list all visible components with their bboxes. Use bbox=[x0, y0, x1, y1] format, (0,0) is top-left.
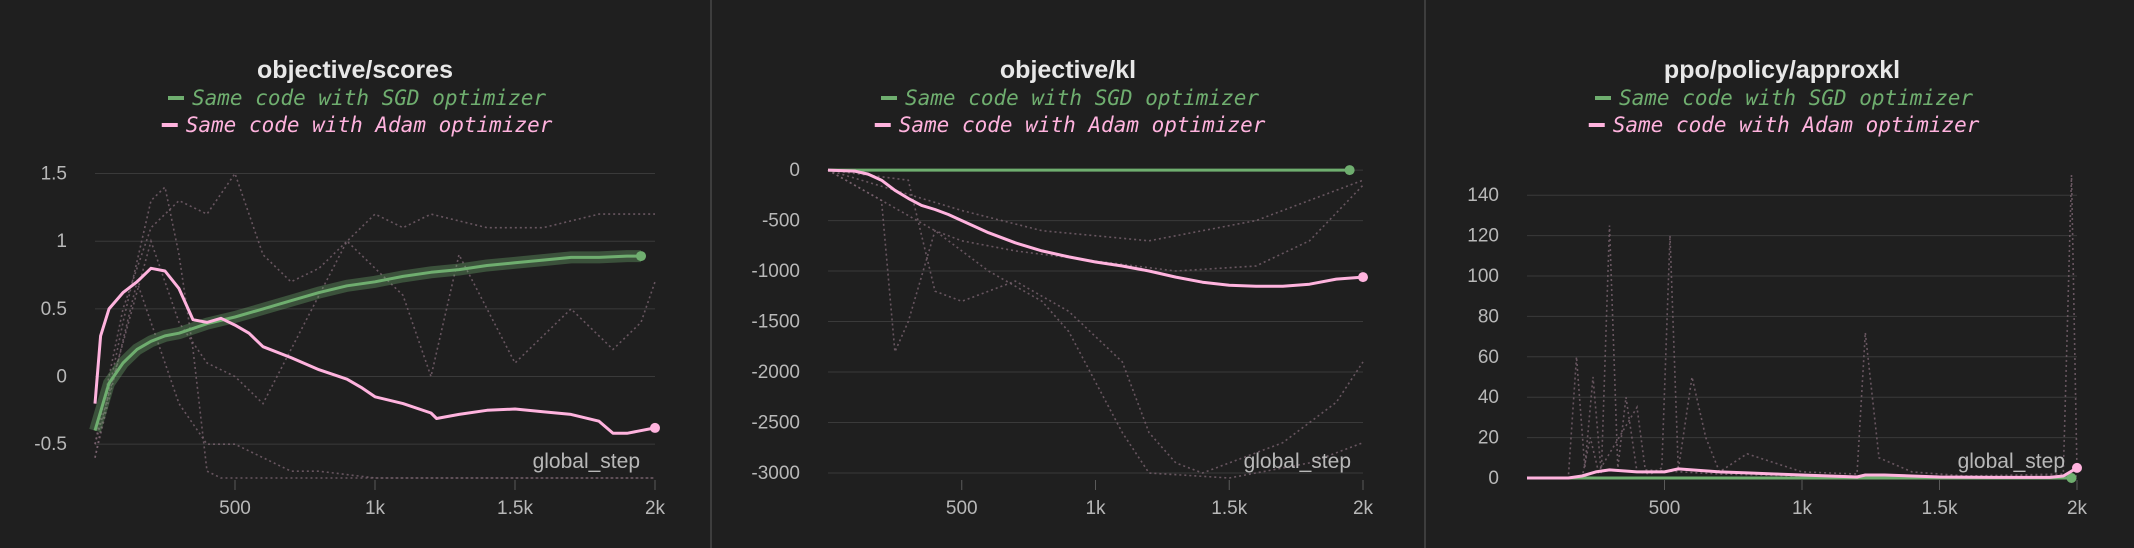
background-run-trace bbox=[1527, 404, 2077, 479]
panel-divider bbox=[710, 0, 712, 548]
legend-label: Same code with Adam optimizer bbox=[186, 113, 553, 137]
legend-entry[interactable]: Same code with SGD optimizer bbox=[168, 86, 546, 110]
y-tick-label: 1.5 bbox=[41, 164, 67, 185]
x-tick-label: 500 bbox=[1649, 498, 1681, 519]
x-tick-label: 500 bbox=[219, 498, 251, 519]
x-tick-label: 2k bbox=[2067, 498, 2088, 519]
legend-entry[interactable]: Same code with Adam optimizer bbox=[1588, 113, 1980, 137]
series-end-marker bbox=[2072, 462, 2082, 473]
chart-title: objective/scores bbox=[257, 56, 453, 84]
series-line-adam[interactable] bbox=[1527, 466, 2078, 480]
background-run-trace bbox=[94, 171, 655, 445]
series-end-marker bbox=[650, 422, 660, 433]
background-run-trace bbox=[827, 169, 1364, 474]
x-tick-label: 1.5k bbox=[497, 498, 533, 519]
legend-label: Same code with Adam optimizer bbox=[899, 113, 1266, 137]
chart-title: objective/kl bbox=[1000, 56, 1136, 84]
x-axis-label: global_step bbox=[533, 450, 640, 473]
chart-panel-approxkl: ppo/policy/approxkl Same code with SGD op… bbox=[1427, 0, 2134, 548]
series-end-marker bbox=[2066, 473, 2077, 483]
x-tick-label: 1.5k bbox=[1922, 498, 1958, 519]
legend-entry[interactable]: Same code with SGD optimizer bbox=[1595, 86, 1973, 110]
y-tick-label: -500 bbox=[762, 211, 800, 232]
y-tick-label: -2500 bbox=[751, 412, 800, 433]
y-tick-label: -1000 bbox=[751, 261, 800, 282]
legend-label: Same code with SGD optimizer bbox=[192, 86, 546, 110]
y-tick-label: -3000 bbox=[751, 463, 800, 484]
chart-panel-scores: objective/scores Same code with SGD optim… bbox=[0, 0, 711, 548]
y-tick-label: 60 bbox=[1478, 347, 1499, 368]
panel-divider bbox=[1424, 0, 1426, 548]
background-run-trace bbox=[94, 185, 655, 479]
series-line-sgd[interactable] bbox=[93, 254, 641, 432]
y-tick-label: 0 bbox=[789, 160, 800, 181]
y-tick-label: -1500 bbox=[751, 312, 800, 333]
chart-panel-kl: objective/kl Same code with SGD optimizer… bbox=[713, 0, 1424, 548]
legend-entry[interactable]: Same code with SGD optimizer bbox=[881, 86, 1259, 110]
y-tick-label: 80 bbox=[1478, 306, 1499, 327]
background-run-trace bbox=[1527, 174, 2078, 479]
y-tick-label: 1 bbox=[56, 231, 67, 252]
x-tick-label: 2k bbox=[645, 498, 666, 519]
series-end-marker bbox=[636, 251, 646, 262]
y-tick-label: -0.5 bbox=[34, 434, 67, 455]
series-line-adam[interactable] bbox=[93, 266, 656, 435]
y-tick-label: 0.5 bbox=[41, 299, 67, 320]
background-run-trace bbox=[94, 278, 655, 479]
y-tick-label: 140 bbox=[1467, 185, 1499, 206]
y-tick-label: 40 bbox=[1478, 387, 1499, 408]
y-tick-label: 100 bbox=[1467, 266, 1499, 287]
x-axis-label: global_step bbox=[1244, 450, 1351, 473]
series-end-marker bbox=[1358, 272, 1368, 283]
x-tick-label: 1k bbox=[365, 498, 386, 519]
x-tick-label: 1k bbox=[1085, 498, 1106, 519]
x-tick-label: 2k bbox=[1353, 498, 1374, 519]
y-tick-label: 20 bbox=[1478, 428, 1499, 449]
y-tick-label: 0 bbox=[56, 367, 67, 388]
legend-label: Same code with SGD optimizer bbox=[1619, 86, 1973, 110]
y-tick-label: 0 bbox=[1488, 468, 1499, 489]
legend-label: Same code with Adam optimizer bbox=[1613, 113, 1980, 137]
background-run-trace bbox=[827, 169, 1364, 479]
background-run-trace bbox=[94, 238, 656, 445]
x-tick-label: 500 bbox=[946, 498, 978, 519]
x-axis-label: global_step bbox=[1958, 450, 2065, 473]
legend-entry[interactable]: Same code with Adam optimizer bbox=[161, 113, 553, 137]
x-tick-label: 1.5k bbox=[1211, 498, 1247, 519]
background-run-trace bbox=[827, 169, 1364, 353]
series-end-marker bbox=[1344, 165, 1355, 176]
legend-label: Same code with SGD optimizer bbox=[905, 86, 1259, 110]
legend-entry[interactable]: Same code with Adam optimizer bbox=[874, 113, 1266, 137]
y-tick-label: -2000 bbox=[751, 362, 800, 383]
background-run-trace bbox=[827, 169, 1364, 242]
y-tick-label: 120 bbox=[1467, 226, 1499, 247]
series-line-adam[interactable] bbox=[827, 168, 1364, 288]
x-tick-label: 1k bbox=[1792, 498, 1813, 519]
chart-title: ppo/policy/approxkl bbox=[1664, 56, 1900, 84]
